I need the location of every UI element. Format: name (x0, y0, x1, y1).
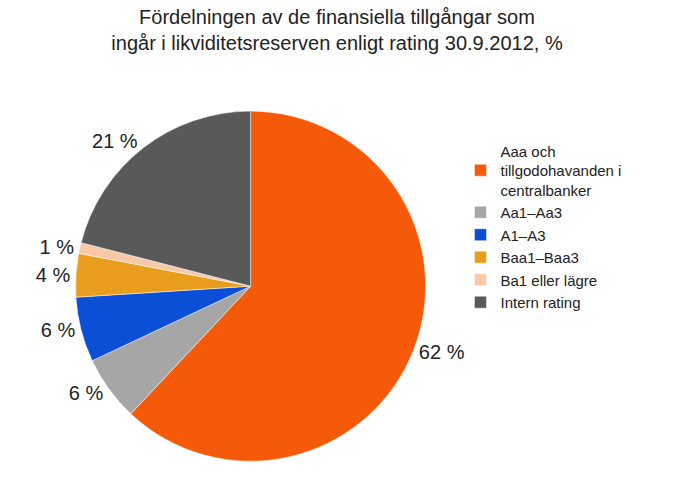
svg-text:Aa1–Aa3: Aa1–Aa3 (500, 204, 562, 221)
svg-text:Ba1 eller lägre: Ba1 eller lägre (500, 272, 597, 289)
svg-text:Fördelningen av de finansiella: Fördelningen av de finansiella tillgånga… (111, 6, 563, 54)
svg-text:1 %: 1 % (40, 236, 75, 258)
svg-text:6 %: 6 % (41, 319, 76, 341)
svg-text:4 %: 4 % (36, 264, 71, 286)
svg-text:A1–A3: A1–A3 (500, 227, 545, 244)
svg-text:Baa1–Baa3: Baa1–Baa3 (500, 249, 578, 266)
svg-text:21 %: 21 % (92, 130, 138, 152)
svg-text:Aaa ochtillgodohavanden icentr: Aaa ochtillgodohavanden icentralbanker (500, 143, 621, 199)
svg-text:62 %: 62 % (419, 341, 465, 363)
svg-text:Intern rating: Intern rating (500, 294, 580, 311)
svg-text:6 %: 6 % (69, 382, 104, 404)
